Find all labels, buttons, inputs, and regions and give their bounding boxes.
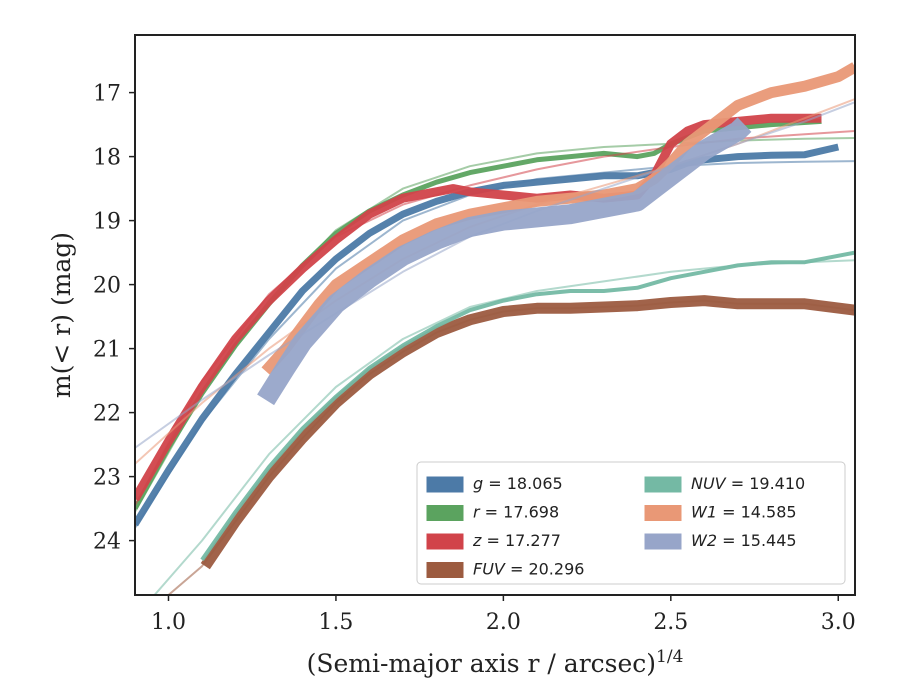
- x-axis-label-text: (Semi-major axis r / arcsec): [307, 649, 656, 678]
- series-w2: [135, 101, 855, 449]
- legend-label: FUV = 20.296: [473, 560, 584, 579]
- legend-label: r = 17.698: [473, 503, 559, 522]
- legend-item-g: g = 18.065: [426, 474, 563, 493]
- legend-item-w1: W1 = 14.585: [644, 503, 797, 522]
- y-tick-label: 20: [93, 274, 121, 299]
- profile-band-w1: [261, 62, 855, 375]
- legend-swatch: [644, 505, 682, 521]
- legend-item-fuv: FUV = 20.296: [426, 560, 584, 579]
- y-tick-label: 22: [93, 402, 121, 427]
- y-axis-label: m(< r) (mag): [47, 232, 76, 398]
- legend-item-r: r = 17.698: [426, 503, 559, 522]
- y-tick-label: 24: [93, 530, 121, 555]
- legend-swatch: [644, 533, 682, 550]
- legend-swatch: [426, 505, 464, 521]
- y-tick-label: 19: [93, 210, 121, 235]
- legend-label: NUV = 19.410: [691, 474, 805, 493]
- legend-label: g = 18.065: [473, 474, 563, 493]
- series-nuv: [153, 250, 855, 595]
- x-tick-label: 2.5: [653, 610, 688, 635]
- y-tick-label: 21: [93, 338, 121, 363]
- series-z: [135, 113, 855, 506]
- legend-item-nuv: NUV = 19.410: [644, 474, 805, 493]
- series-g: [135, 143, 855, 529]
- profile-band-g: [135, 143, 840, 527]
- series-layer: [135, 62, 855, 595]
- x-axis-label-superscript: 1/4: [656, 647, 683, 667]
- legend-swatch: [426, 476, 464, 493]
- legend-label: W2 = 15.445: [691, 531, 797, 550]
- profile-band-fuv: [200, 295, 855, 570]
- x-tick-label: 1.5: [318, 610, 353, 635]
- profile-band-nuv: [200, 250, 855, 561]
- series-fuv: [166, 295, 855, 595]
- y-tick-label: 18: [93, 146, 121, 171]
- legend-swatch: [426, 533, 464, 550]
- x-tick-label: 3.0: [821, 610, 856, 635]
- legend-box: [416, 461, 846, 585]
- legend-label: z = 17.277: [472, 531, 561, 550]
- legend-label: W1 = 14.585: [691, 503, 797, 522]
- legend-item-z: z = 17.277: [426, 531, 561, 550]
- legend-swatch: [426, 562, 464, 578]
- legend-swatch: [644, 476, 682, 493]
- legend: g = 18.065 r = 17.698 z = 17.277 FUV = 20.2…: [416, 461, 846, 585]
- x-axis-label: (Semi-major axis r / arcsec)1/4: [307, 647, 684, 678]
- plot-frame: [134, 34, 856, 596]
- profile-band-w2: [257, 117, 752, 406]
- axes-layer: 1.0 1.5 2.0 2.5 3.0 17 18 19 20 21 22 23 24 (Semi-maj…: [47, 34, 856, 678]
- x-tick-label: 1.0: [151, 610, 186, 635]
- y-tick-label: 23: [93, 466, 121, 491]
- y-tick-label: 17: [93, 82, 121, 107]
- profile-band-z: [135, 113, 822, 502]
- x-tick-label: 2.0: [486, 610, 521, 635]
- legend-item-w2: W2 = 15.445: [644, 531, 797, 550]
